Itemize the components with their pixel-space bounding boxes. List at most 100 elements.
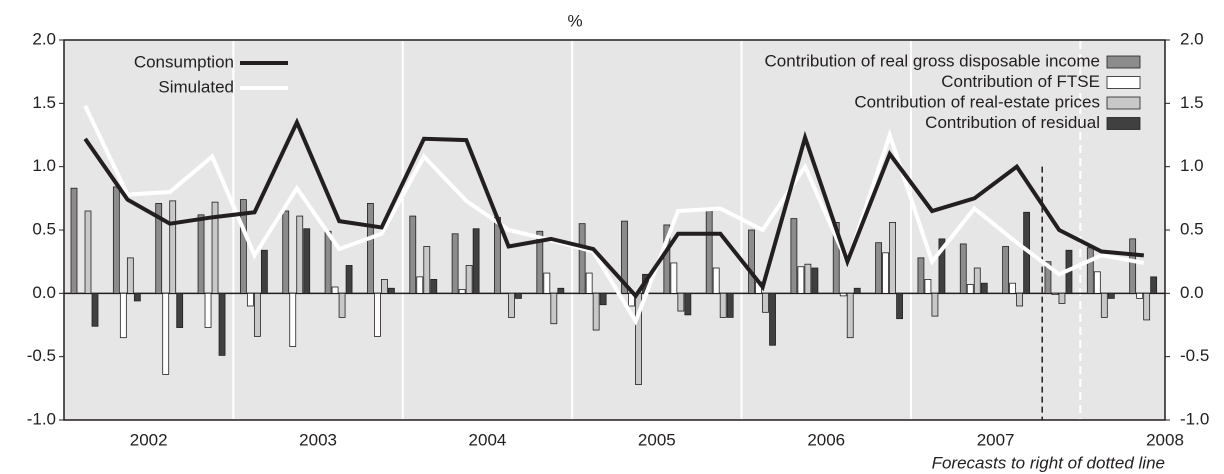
legend-swatch [1106,55,1141,69]
bar [303,228,311,294]
bar [374,292,381,337]
bar [536,230,544,294]
x-tick-label: 2003 [299,430,337,449]
x-tick-label: 2002 [130,430,168,449]
bar [959,243,967,294]
bar [599,292,607,306]
bar [1051,292,1059,296]
bar [790,218,798,294]
bar [296,215,304,294]
bar [84,210,92,294]
y2-tick-label: 0.0 [1180,283,1204,302]
y-tick-label: 1.5 [32,93,56,112]
bar [811,267,819,294]
bar [1086,247,1094,294]
bar [705,209,713,294]
bar [980,282,988,294]
bar [126,257,134,294]
chart-title: % [567,11,582,30]
bar [169,200,177,294]
bar [1016,292,1024,307]
bar [260,249,268,294]
y2-tick-label: -1.0 [1180,409,1209,428]
y-tick-label: 1.0 [32,156,56,175]
legend-label: Contribution of real-estate prices [854,92,1100,111]
y-tick-label: 0.5 [32,219,56,238]
bar [1143,292,1151,321]
bar [289,292,297,347]
bar [211,201,219,294]
bar [543,272,551,294]
bar [1129,238,1137,294]
bar [133,292,141,302]
bar [585,272,593,294]
bar [112,186,120,294]
bar [162,292,170,375]
bar [367,202,374,294]
y-tick-label: 0.0 [32,283,56,302]
bar [472,228,480,294]
legend-label: Contribution of real gross disposable in… [765,51,1100,70]
bar [719,292,727,318]
legend-swatch [1106,76,1141,89]
bar [1136,292,1144,299]
bar [592,292,600,331]
bar [748,229,755,294]
bar [875,242,882,294]
bar [621,220,628,294]
bar [804,263,812,294]
y2-tick-label: 0.5 [1180,219,1204,238]
legend-label: Contribution of FTSE [941,72,1100,91]
y2-tick-label: 1.5 [1180,93,1204,112]
bar [204,292,212,328]
bar [832,221,840,294]
bar [1002,246,1010,294]
bar [331,286,339,294]
bar [670,262,678,294]
legend-label: Contribution of residual [925,113,1100,132]
bar [663,224,671,294]
bar [246,292,254,307]
line [83,117,1145,300]
y2-tick-label: -0.5 [1180,346,1209,365]
bar [557,287,565,294]
bar [839,292,847,297]
bar [508,292,515,318]
bar [889,221,896,294]
bar [726,292,734,318]
legend-swatch [1106,96,1141,110]
bar [458,289,466,294]
note: Forecasts to right of dotted line [932,453,1165,472]
bar [917,257,925,294]
bar [218,292,226,356]
bar [515,292,522,299]
bar [973,267,981,294]
bar [797,266,805,294]
bar [423,246,431,294]
bar [416,276,424,294]
bar [239,199,247,294]
y-tick-label: -0.5 [27,346,56,365]
bar [853,287,861,294]
bar [578,223,586,294]
bar [1009,282,1017,294]
bar [409,215,417,294]
x-tick-label: 2006 [807,430,845,449]
bar [324,230,332,294]
bar [388,287,395,294]
bar [896,292,903,320]
bar [451,233,459,294]
bar [924,278,932,294]
bar [712,267,720,294]
line [83,105,1145,326]
plot-area [63,39,1166,421]
bar [430,278,438,294]
bar [769,292,776,346]
bar [253,292,261,337]
bar [762,292,769,313]
legend-swatch [1106,117,1141,130]
bar [1107,292,1115,299]
bar [70,187,78,294]
